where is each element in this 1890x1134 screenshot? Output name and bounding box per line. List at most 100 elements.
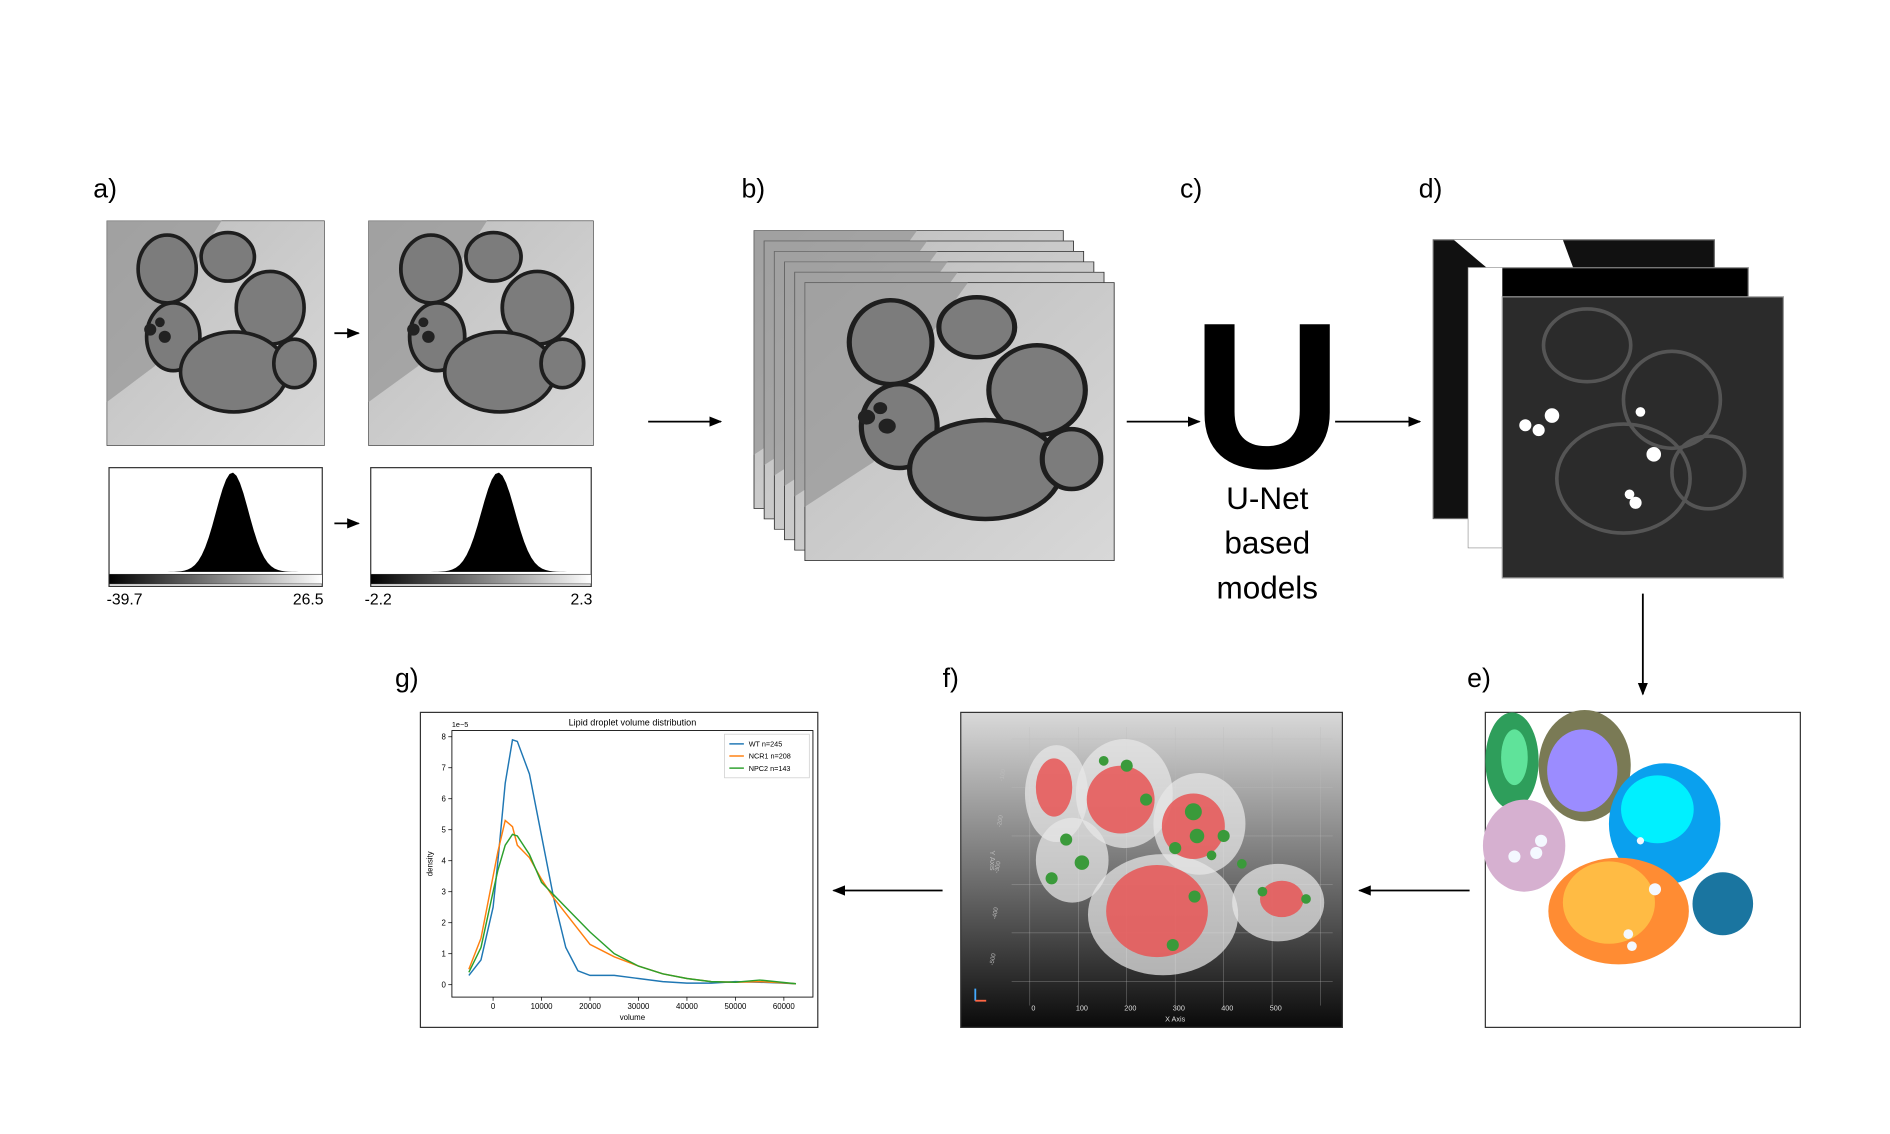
droplet xyxy=(1530,846,1543,859)
histogram-min: -39.7 xyxy=(107,592,143,609)
x-tick-label: 10000 xyxy=(531,1002,553,1011)
segment xyxy=(1692,872,1754,936)
histogram xyxy=(373,472,589,572)
axis-tick-label: 400 xyxy=(1221,1003,1233,1012)
y-axis-label: density xyxy=(426,851,435,876)
droplet xyxy=(1140,793,1153,806)
series-line xyxy=(468,833,797,985)
droplet xyxy=(1624,489,1635,500)
y-tick-label: 3 xyxy=(441,887,446,896)
droplet xyxy=(1188,890,1201,903)
panel-label: d) xyxy=(1419,173,1443,203)
nucleus xyxy=(1035,758,1073,817)
cell xyxy=(398,233,463,305)
histogram-max: 26.5 xyxy=(293,592,324,609)
cell xyxy=(178,330,289,414)
micrograph xyxy=(106,220,325,446)
micrograph xyxy=(368,220,594,446)
cell xyxy=(936,295,1018,360)
droplet xyxy=(1166,938,1179,952)
chart-title: Lipid droplet volume distribution xyxy=(569,718,697,728)
histogram xyxy=(111,472,320,572)
axis-tick-label: -500 xyxy=(990,952,998,966)
droplet xyxy=(1206,850,1217,861)
droplet xyxy=(1629,496,1642,509)
droplet xyxy=(1217,829,1230,843)
segment xyxy=(1482,799,1566,892)
nucleus xyxy=(1260,880,1304,918)
droplet xyxy=(1535,834,1548,847)
axis-label: X Axis xyxy=(1165,1014,1186,1023)
colorbar xyxy=(108,573,323,585)
droplet xyxy=(1169,842,1182,855)
y-tick-label: 7 xyxy=(441,763,445,772)
panel-label: a) xyxy=(93,173,117,203)
unet-caption: U-Net xyxy=(1226,480,1309,516)
droplet xyxy=(1257,886,1268,897)
y-tick-label: 4 xyxy=(441,856,446,865)
cell xyxy=(271,337,317,390)
droplet xyxy=(1627,941,1637,952)
droplet xyxy=(1648,883,1662,896)
micrograph xyxy=(804,282,1115,561)
droplet xyxy=(1636,837,1645,845)
legend-label: NPC2 n=143 xyxy=(749,764,791,773)
x-tick-label: 50000 xyxy=(724,1002,746,1011)
droplet xyxy=(158,330,171,343)
cell xyxy=(539,337,586,390)
panel-label: f) xyxy=(943,663,959,693)
panel-label: b) xyxy=(741,173,765,203)
plot-area xyxy=(451,730,814,998)
droplet xyxy=(873,402,888,415)
cell-outline xyxy=(1541,307,1633,384)
droplet xyxy=(878,418,896,434)
y-tick-label: 6 xyxy=(441,794,446,803)
droplet xyxy=(1060,833,1073,846)
x-axis-label: volume xyxy=(620,1013,646,1022)
cell xyxy=(846,298,935,387)
axis-tick-label: 500 xyxy=(1270,1003,1282,1012)
droplet xyxy=(1045,872,1058,885)
axis-tick-label: 0 xyxy=(1031,1003,1035,1012)
droplet xyxy=(1301,894,1311,904)
cell-outline xyxy=(1670,434,1747,511)
unet-caption: models xyxy=(1216,570,1318,606)
droplet xyxy=(144,323,157,336)
cell xyxy=(136,233,199,305)
droplet xyxy=(1508,850,1521,863)
droplet xyxy=(418,317,429,328)
x-tick-label: 60000 xyxy=(773,1002,795,1011)
droplet xyxy=(1544,408,1560,423)
cell xyxy=(464,230,523,283)
droplet xyxy=(155,317,165,328)
segment xyxy=(1501,729,1528,786)
x-tick-label: 40000 xyxy=(676,1002,698,1011)
axis-tick-label: 200 xyxy=(1124,1003,1136,1012)
axis-tick-label: 300 xyxy=(1173,1003,1185,1012)
droplet xyxy=(1236,858,1247,869)
axis-label: Y Axis xyxy=(988,851,997,871)
cell xyxy=(906,417,1064,522)
legend-label: NCR1 n=208 xyxy=(749,752,791,761)
segment xyxy=(1562,861,1655,944)
histogram-max: 2.3 xyxy=(571,592,593,609)
x-tick-label: 30000 xyxy=(628,1002,650,1011)
panel-label: e) xyxy=(1467,663,1491,693)
x-tick-label: 20000 xyxy=(579,1002,601,1011)
droplet xyxy=(857,409,876,425)
y-tick-label: 0 xyxy=(441,980,446,989)
axis-tick-label: -100 xyxy=(999,768,1007,782)
nucleus xyxy=(1086,765,1155,834)
droplet xyxy=(1635,407,1646,417)
axis-tick-label: 100 xyxy=(1076,1003,1088,1012)
axis-tick-label: -200 xyxy=(997,814,1005,828)
y-tick-label: 2 xyxy=(441,918,445,927)
droplet xyxy=(1074,855,1090,870)
droplet xyxy=(1623,929,1634,939)
cell-outline xyxy=(1621,349,1723,451)
y-offset-label: 1e−5 xyxy=(452,720,468,729)
colorbar xyxy=(370,573,592,585)
droplet xyxy=(1646,447,1662,462)
unet-symbol: U xyxy=(1192,280,1342,513)
